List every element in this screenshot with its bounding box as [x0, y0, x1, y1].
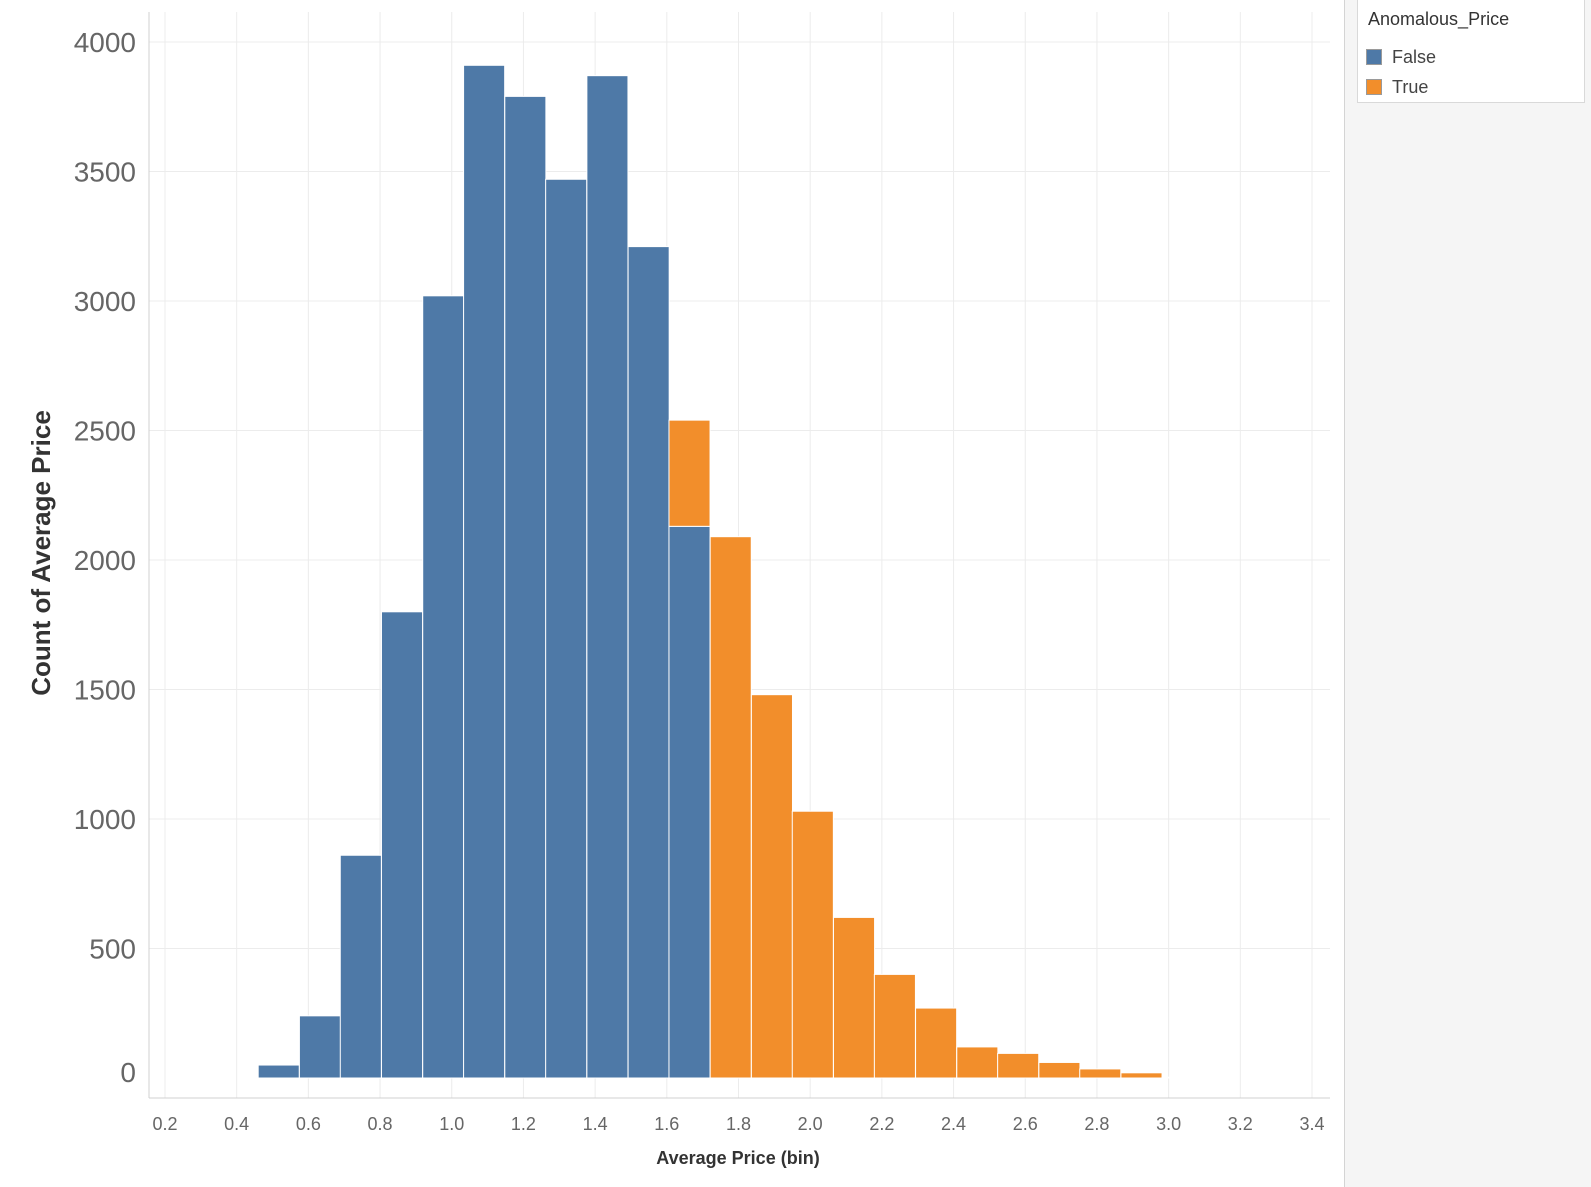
- bar-false-9[interactable]: [627, 246, 670, 1079]
- bar-false-8[interactable]: [586, 75, 629, 1079]
- y-tick-labels: 0 500 1000 1500 2000 2500 3000 3500 4000: [74, 27, 136, 1088]
- bar-false-5[interactable]: [463, 64, 506, 1079]
- y-tick-label: 2500: [74, 416, 136, 447]
- bar-false-10[interactable]: [668, 525, 711, 1079]
- legend-swatch-false: [1366, 49, 1382, 65]
- x-tick-label: 1.4: [583, 1114, 608, 1134]
- y-tick-label: 2000: [74, 545, 136, 576]
- x-tick-label: 0.2: [152, 1114, 177, 1134]
- bar-false-3[interactable]: [380, 611, 424, 1079]
- bars-layer: [257, 64, 1204, 1079]
- x-tick-label: 2.2: [869, 1114, 894, 1134]
- bar-false-7[interactable]: [545, 178, 588, 1079]
- y-tick-label: 500: [89, 934, 136, 965]
- x-tick-label: 2.6: [1013, 1114, 1038, 1134]
- y-axis-label: Count of Average Price: [26, 410, 56, 696]
- bar-false-2[interactable]: [339, 854, 382, 1079]
- bar-true-1[interactable]: [709, 536, 752, 1079]
- x-tick-label: 1.6: [654, 1114, 679, 1134]
- bar-false-4[interactable]: [422, 295, 465, 1079]
- x-tick-label: 2.4: [941, 1114, 966, 1134]
- legend-item-true[interactable]: True: [1366, 76, 1428, 98]
- x-tick-labels: 0.2 0.4 0.6 0.8 1.0 1.2 1.4 1.6 1.8 2.0 2.2 2.4 2.6 2…: [152, 1114, 1324, 1134]
- legend-title: Anomalous_Price: [1368, 9, 1510, 29]
- bar-true-3[interactable]: [791, 810, 834, 1079]
- bar-false-6[interactable]: [504, 95, 547, 1079]
- bar-true-7[interactable]: [956, 1046, 999, 1079]
- y-tick-label: 1000: [74, 804, 136, 835]
- x-tick-label: 0.8: [368, 1114, 393, 1134]
- bar-false-0[interactable]: [257, 1064, 300, 1079]
- y-tick-label: 3000: [74, 286, 136, 317]
- x-axis-label: Average Price (bin): [656, 1148, 819, 1168]
- bar-true-4[interactable]: [832, 916, 876, 1079]
- y-tick-label: 4000: [74, 27, 136, 58]
- x-tick-label: 0.4: [224, 1114, 249, 1134]
- y-tick-label: 0: [120, 1057, 136, 1088]
- axes-layer: [148, 12, 1330, 1099]
- x-tick-label: 3.4: [1299, 1114, 1324, 1134]
- y-tick-label: 3500: [74, 157, 136, 188]
- x-tick-label: 1.2: [511, 1114, 536, 1134]
- x-tick-label: 2.0: [798, 1114, 823, 1134]
- x-tick-label: 2.8: [1084, 1114, 1109, 1134]
- bar-true-8[interactable]: [997, 1052, 1040, 1079]
- bar-true-11[interactable]: [1120, 1072, 1163, 1079]
- bar-true-10[interactable]: [1079, 1068, 1122, 1079]
- x-tick-label: 3.2: [1228, 1114, 1253, 1134]
- legend-item-false[interactable]: False: [1366, 46, 1436, 68]
- bar-true-5[interactable]: [873, 973, 916, 1079]
- legend-label-true: True: [1392, 76, 1429, 97]
- x-tick-label: 3.0: [1156, 1114, 1181, 1134]
- legend-panel: Anomalous_Price False True: [1344, 0, 1591, 1187]
- bar-true-6[interactable]: [915, 1007, 958, 1079]
- y-tick-label: 1500: [74, 675, 136, 706]
- legend-label-false: False: [1392, 46, 1437, 67]
- bar-true-2[interactable]: [750, 694, 793, 1079]
- legend-swatch-true: [1366, 79, 1382, 95]
- x-tick-label: 0.6: [296, 1114, 321, 1134]
- x-tick-label: 1.0: [439, 1114, 464, 1134]
- x-tick-label: 1.8: [726, 1114, 751, 1134]
- bar-true-0[interactable]: [668, 419, 711, 527]
- legend: Anomalous_Price False True: [1357, 0, 1585, 103]
- bar-true-9[interactable]: [1038, 1061, 1081, 1079]
- bar-false-1[interactable]: [298, 1015, 341, 1079]
- bar-true-12[interactable]: [1161, 1076, 1204, 1079]
- histogram-chart: 0.2 0.4 0.6 0.8 1.0 1.2 1.4 1.6 1.8 2.0 2.2 2.4 2.6 2…: [26, 12, 1330, 1168]
